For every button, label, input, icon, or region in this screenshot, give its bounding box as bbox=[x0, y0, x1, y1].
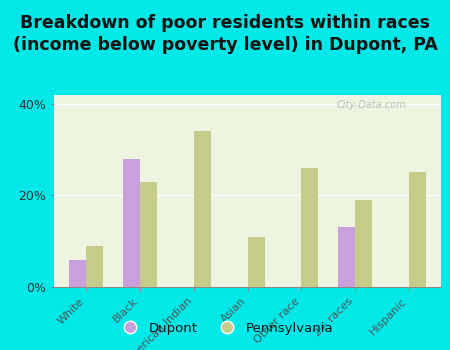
Bar bbox=[86, 246, 104, 287]
Bar bbox=[355, 200, 372, 287]
Text: City-Data.com: City-Data.com bbox=[337, 100, 406, 110]
Bar bbox=[338, 228, 355, 287]
Text: Breakdown of poor residents within races
(income below poverty level) in Dupont,: Breakdown of poor residents within races… bbox=[13, 14, 437, 54]
Bar bbox=[123, 159, 140, 287]
Bar bbox=[140, 182, 157, 287]
Bar bbox=[69, 259, 86, 287]
Bar bbox=[194, 131, 211, 287]
Bar bbox=[301, 168, 319, 287]
Bar bbox=[409, 173, 426, 287]
Legend: Dupont, Pennsylvania: Dupont, Pennsylvania bbox=[112, 316, 338, 340]
Bar bbox=[248, 237, 265, 287]
